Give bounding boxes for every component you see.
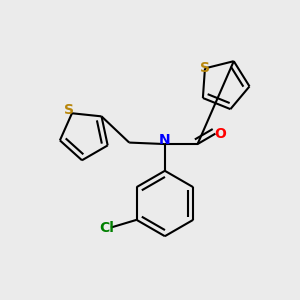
Text: Cl: Cl — [99, 220, 114, 235]
Text: O: O — [214, 127, 226, 141]
Text: S: S — [200, 61, 210, 75]
Text: S: S — [64, 103, 74, 117]
Text: N: N — [159, 133, 171, 147]
